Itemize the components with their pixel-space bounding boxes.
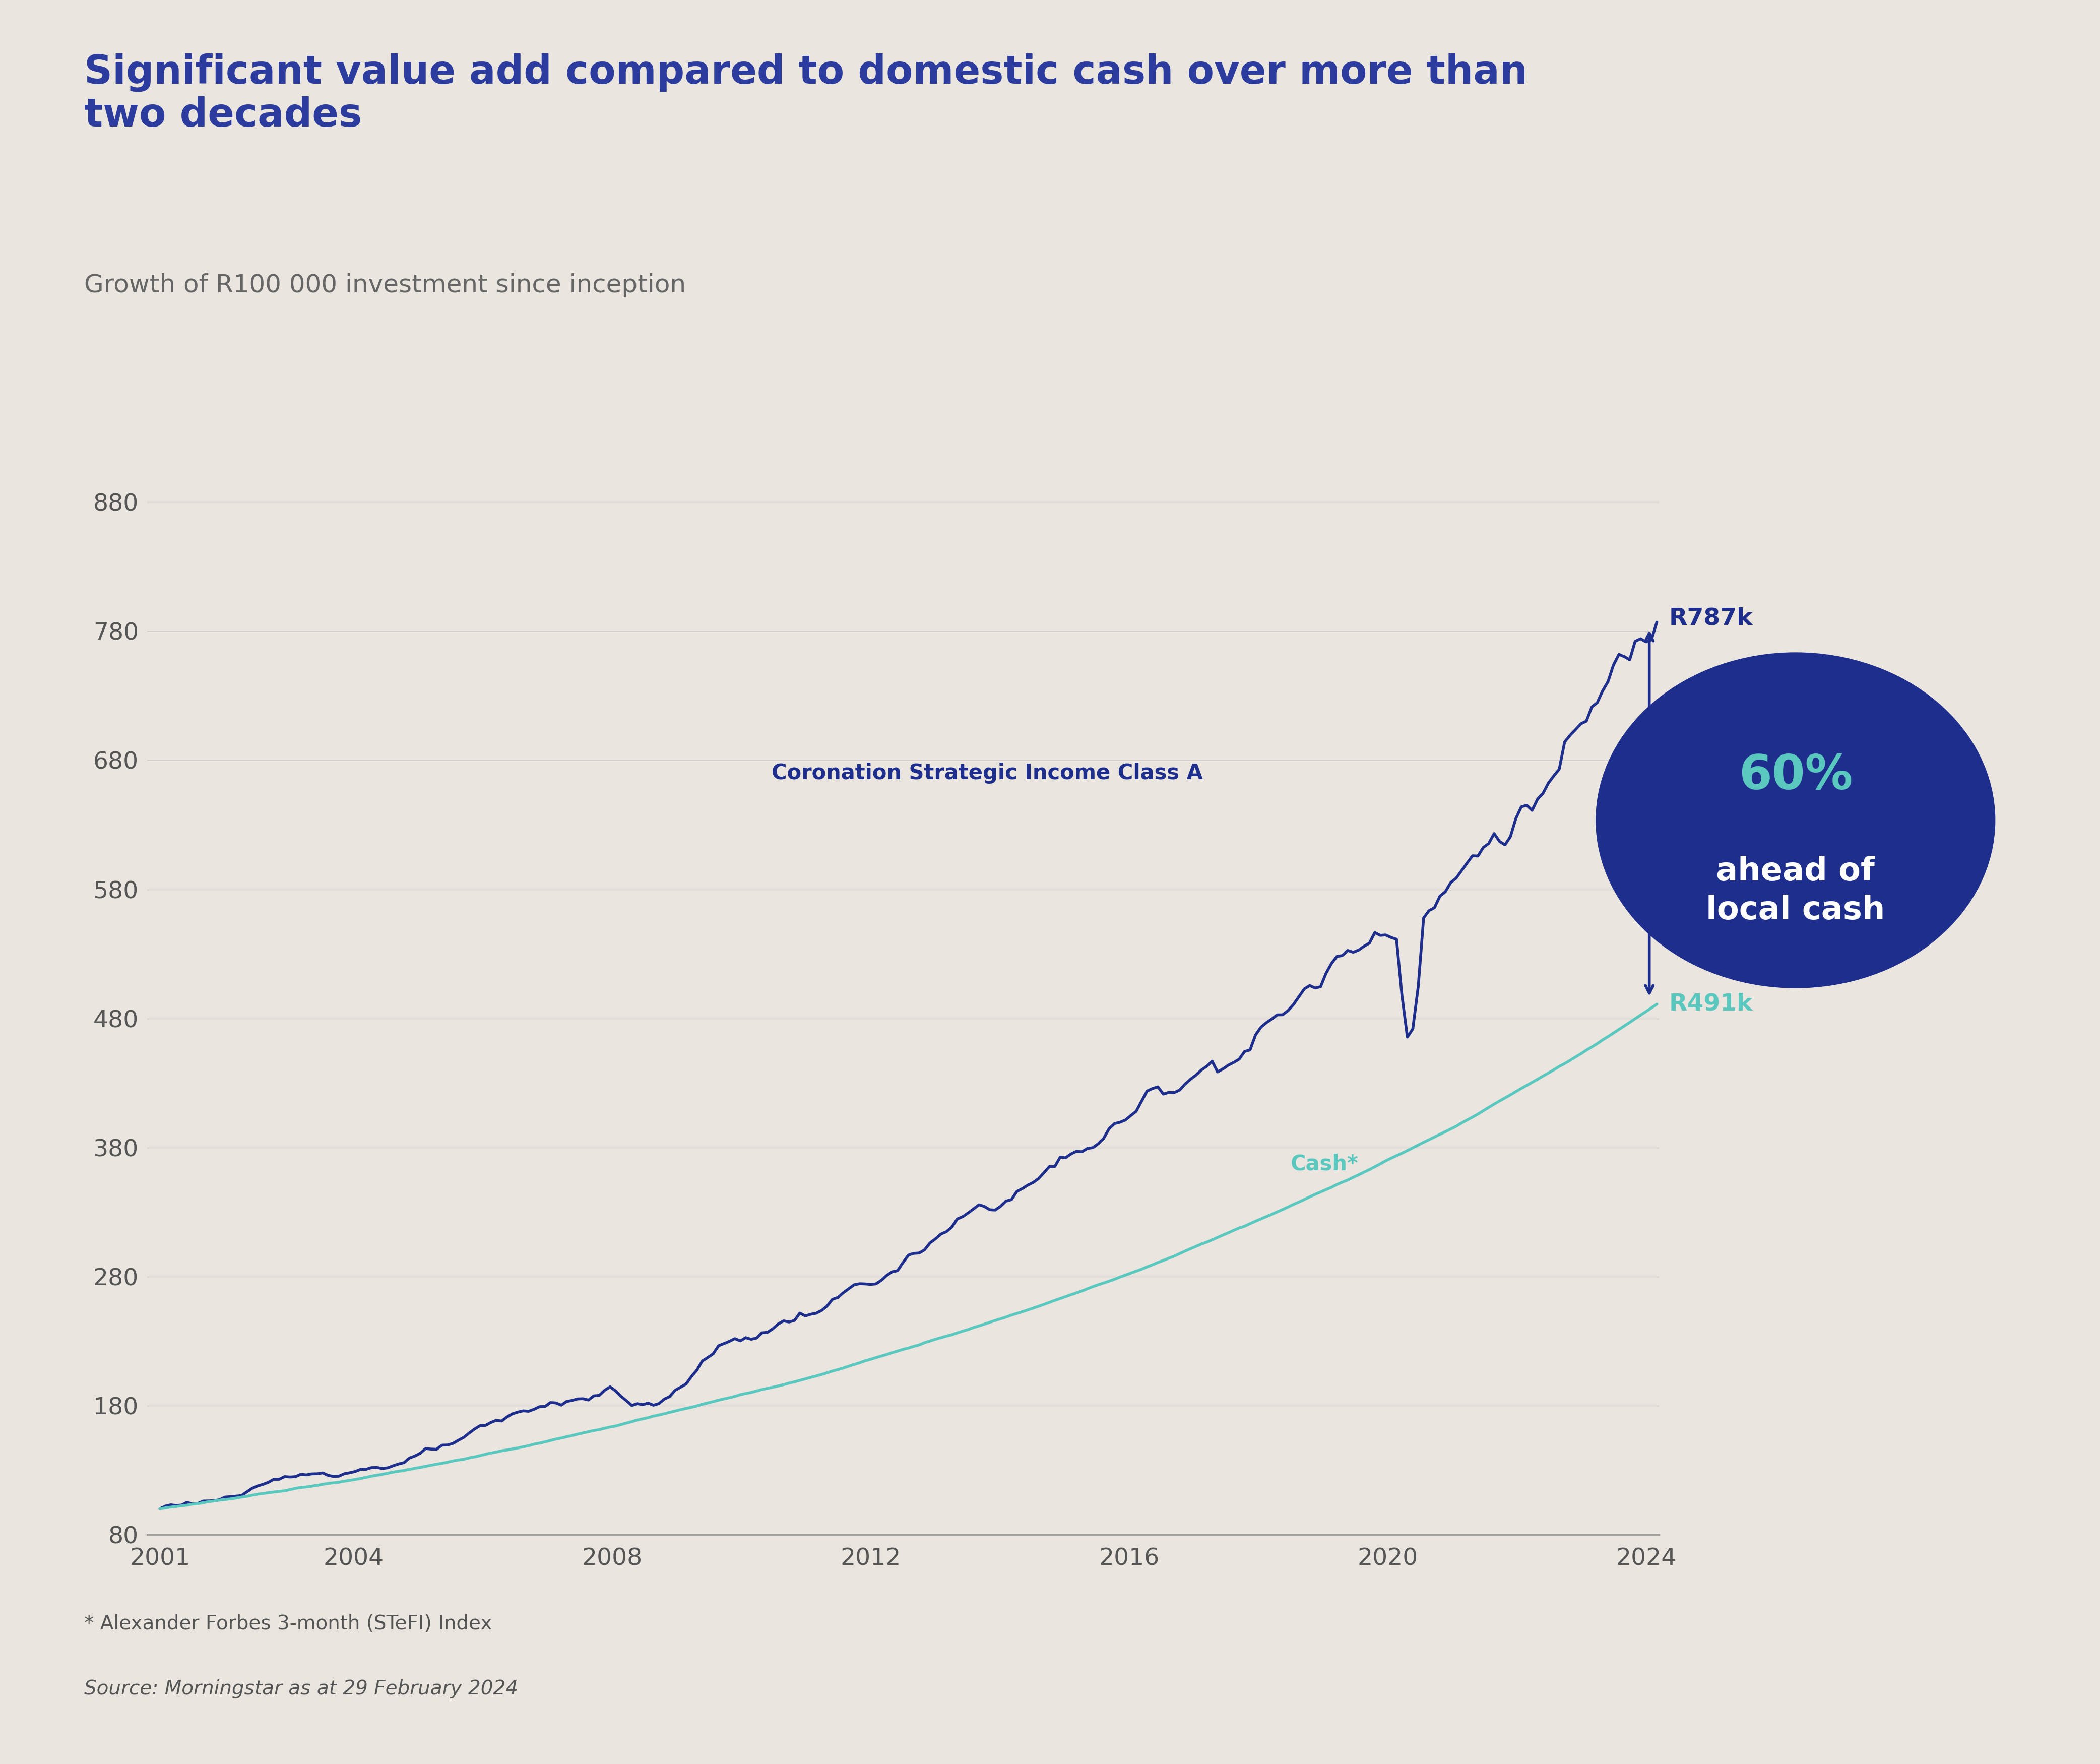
Text: Significant value add compared to domestic cash over more than
two decades: Significant value add compared to domest…: [84, 53, 1527, 134]
Text: ahead of
local cash: ahead of local cash: [1705, 856, 1886, 926]
Text: Coronation Strategic Income Class A: Coronation Strategic Income Class A: [771, 762, 1203, 783]
Text: * Alexander Forbes 3-month (STeFI) Index: * Alexander Forbes 3-month (STeFI) Index: [84, 1614, 491, 1633]
Text: R787k: R787k: [1670, 607, 1754, 630]
Text: R491k: R491k: [1670, 993, 1754, 1016]
Text: 60%: 60%: [1739, 753, 1852, 799]
Text: Growth of R100 000 investment since inception: Growth of R100 000 investment since ince…: [84, 273, 687, 298]
Text: Source: Morningstar as at 29 February 2024: Source: Morningstar as at 29 February 20…: [84, 1679, 519, 1699]
Text: Cash*: Cash*: [1292, 1154, 1359, 1175]
